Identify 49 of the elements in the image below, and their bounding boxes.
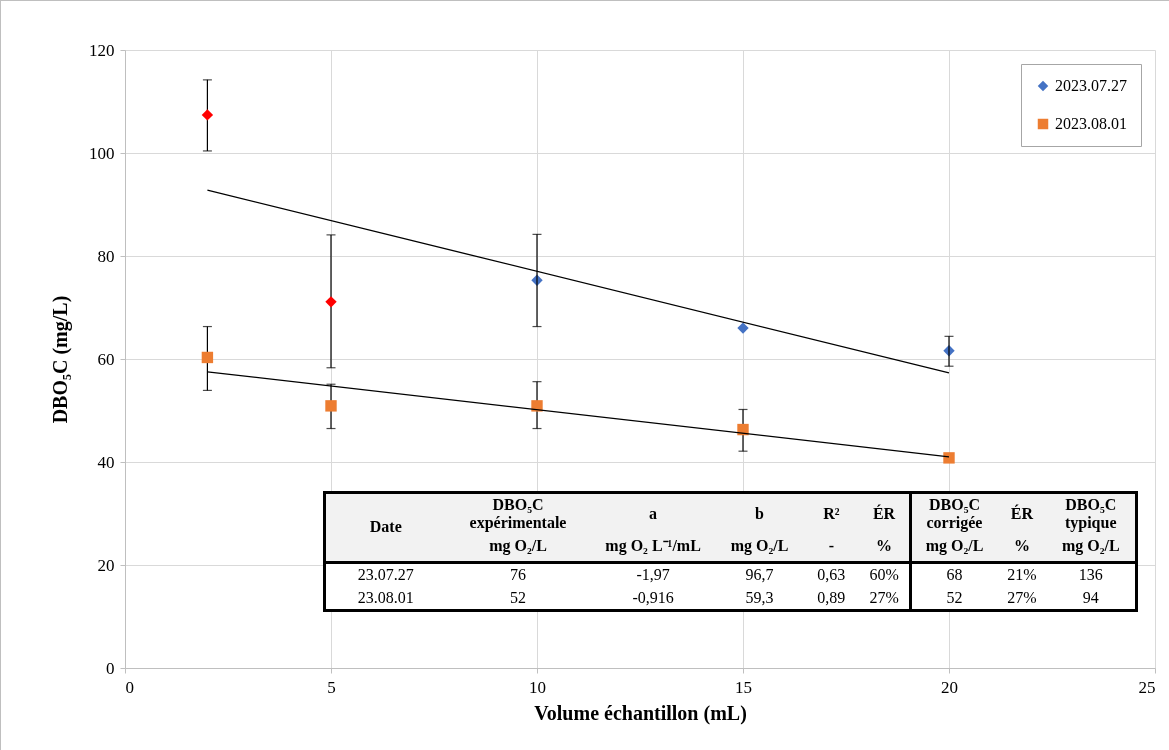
- x-tick-label: 0: [125, 677, 134, 697]
- y-tick-label: 120: [89, 40, 115, 60]
- x-tick-label: 20: [941, 677, 958, 697]
- y-axis-title: DBO₅C (mg/L): [49, 295, 72, 424]
- x-tick-label: 10: [529, 677, 546, 697]
- annotation: 23.07.27: [356, 565, 415, 586]
- y-tick-label: 80: [97, 246, 115, 266]
- annotation: 52: [910, 586, 998, 611]
- annotation: %: [859, 534, 911, 563]
- annotation: 96,7: [744, 565, 775, 586]
- x-axis-title: Volume échantillon (mL): [534, 701, 747, 725]
- annotation: 0,63: [816, 565, 847, 586]
- y-tick-label: 40: [97, 452, 115, 472]
- legend-label: 2023.08.01: [1055, 115, 1127, 132]
- legend-label: 2023.07.27: [1055, 77, 1127, 94]
- annotation: 0,89: [816, 587, 847, 608]
- y-tick-label: 100: [89, 143, 115, 163]
- y-tick-label: 20: [97, 555, 115, 575]
- annotation: 27%: [1006, 587, 1038, 608]
- annotation: 59,3: [744, 587, 775, 608]
- annotation: Date: [324, 492, 446, 563]
- annotation: 23.08.01: [356, 587, 415, 608]
- y-tick-label: 60: [97, 349, 115, 369]
- annotation: -0,916: [631, 587, 675, 608]
- annotation: ÉR: [997, 492, 1047, 535]
- x-tick-label: 15: [735, 677, 752, 697]
- annotation: 60%: [868, 565, 900, 586]
- y-tick-label: 0: [106, 658, 115, 678]
- annotation: ÉR: [859, 492, 911, 535]
- annotation: 21%: [1006, 565, 1038, 586]
- annotation: mg O₂ L⁻¹/mL: [590, 534, 716, 563]
- annotation: mg O₂/L: [910, 534, 998, 563]
- annotation: 52: [509, 587, 527, 608]
- x-tick-label: 5: [327, 677, 336, 697]
- annotation: 68: [910, 562, 998, 587]
- annotation: 76: [509, 565, 527, 586]
- annotation: b: [715, 492, 804, 535]
- annotation: mg O₂/L: [1046, 534, 1137, 563]
- annotation: 27%: [868, 587, 900, 608]
- annotation: R²: [803, 492, 860, 535]
- annotation: %: [997, 534, 1047, 563]
- annotation: mg O₂/L: [715, 534, 804, 563]
- annotation: 136: [1077, 565, 1104, 586]
- annotation: a: [590, 492, 716, 535]
- annotation: mg O₂/L: [445, 534, 591, 563]
- annotation: 94: [1081, 587, 1100, 608]
- annotation: -: [803, 534, 860, 563]
- annotation: -1,97: [635, 565, 671, 586]
- x-tick-label: 25: [1138, 677, 1156, 697]
